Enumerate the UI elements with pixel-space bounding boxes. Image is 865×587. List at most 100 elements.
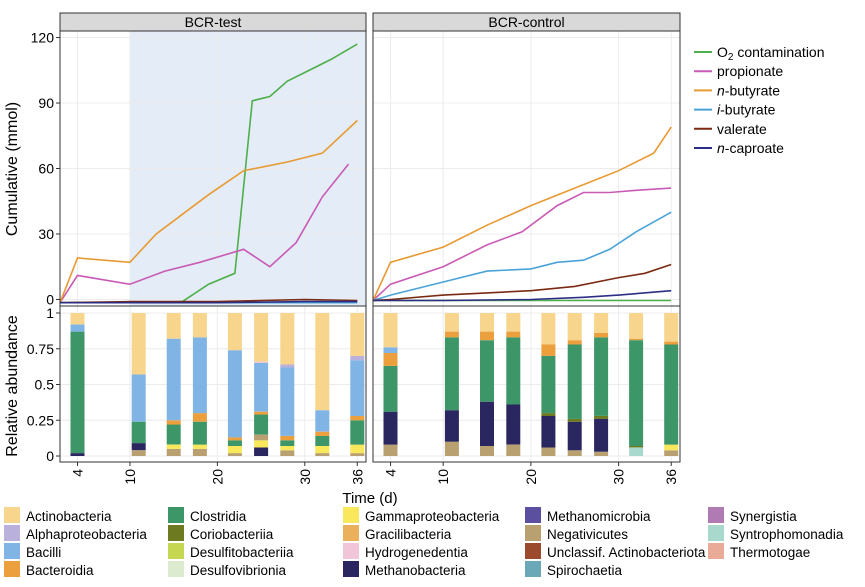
- bar-segment-control-6-4: [567, 344, 582, 419]
- bar-segment-control-6-2: [567, 421, 582, 451]
- taxa-label-2: Alphaproteobacteria: [26, 527, 147, 542]
- bar-segment-test-6-2: [254, 440, 269, 448]
- x-tick-label-test: 36: [349, 469, 365, 485]
- bar-segment-test-7-5: [280, 367, 295, 436]
- bar-segment-test-6-3: [254, 434, 269, 441]
- bar-segment-control-5-5: [541, 344, 556, 356]
- bar-segment-control-7-1: [594, 451, 609, 456]
- bar-segment-test-4-6: [192, 313, 207, 338]
- taxa-label-11: Hydrogenedentia: [365, 545, 468, 560]
- taxa-label-14: Negativicutes: [547, 527, 628, 542]
- bar-segment-control-4-4: [506, 331, 521, 338]
- taxa-swatch-8: [168, 561, 184, 577]
- bar-segment-control-7-2: [594, 418, 609, 452]
- bar-segment-control-6-6: [567, 313, 582, 341]
- series-line-control-6: [373, 289, 672, 302]
- bar-segment-control-1-6: [383, 313, 398, 348]
- bar-segment-test-5-6: [227, 313, 242, 351]
- taxa-label-5: Clostridia: [190, 509, 247, 524]
- bar-segment-control-6-3: [567, 418, 582, 422]
- y-axis-title-top: Cumulative (mmol): [4, 102, 21, 236]
- bar-segment-control-9-4: [664, 341, 679, 345]
- bar-segment-test-9-1: [350, 453, 365, 456]
- bar-segment-test-4-2: [192, 444, 207, 449]
- y-tick-label-bottom: 0: [46, 448, 54, 464]
- y-tick-label-bottom: 1: [46, 305, 54, 321]
- taxa-swatch-6: [168, 525, 184, 541]
- bar-segment-test-9-3: [350, 420, 365, 445]
- bar-segment-control-4-3: [506, 337, 521, 405]
- bar-segment-test-3-5: [166, 338, 181, 421]
- bar-segment-control-7-4: [594, 337, 609, 416]
- x-tick-label-control: 4: [383, 469, 399, 477]
- bar-segment-control-8-1: [629, 447, 644, 456]
- y-axis-title-bottom: Relative abundance: [4, 315, 21, 457]
- legend-label-3: n-butyrate: [717, 82, 780, 98]
- bar-segment-test-9-2: [350, 444, 365, 454]
- taxa-swatch-7: [168, 543, 184, 559]
- bar-segment-test-6-4: [254, 414, 269, 435]
- legend-label-5: valerate: [717, 121, 767, 137]
- bar-segment-control-8-3: [629, 340, 644, 446]
- taxa-swatch-1: [4, 507, 20, 523]
- bar-segment-control-9-5: [664, 313, 679, 342]
- bar-segment-test-7-2: [280, 446, 295, 451]
- bar-segment-test-2-3: [131, 421, 146, 444]
- bar-segment-control-4-1: [506, 444, 521, 456]
- bar-segment-control-3-5: [480, 313, 494, 332]
- bar-segment-test-8-5: [315, 410, 330, 432]
- bar-segment-test-9-7: [350, 313, 365, 356]
- bar-segment-test-2-5: [131, 313, 146, 375]
- taxa-label-6: Coriobacteriia: [190, 527, 274, 542]
- bar-segment-test-8-3: [315, 436, 330, 446]
- bar-segment-control-2-1: [444, 441, 459, 456]
- bar-segment-test-9-5: [350, 360, 365, 416]
- y-tick-label-bottom: 0.75: [27, 341, 54, 357]
- bar-segment-control-5-2: [541, 416, 556, 448]
- series-line-test-2: [59, 163, 350, 304]
- taxa-label-3: Bacilli: [26, 545, 61, 560]
- bar-segment-test-4-4: [192, 413, 207, 422]
- bar-segment-control-4-5: [506, 313, 521, 332]
- y-tick-label-top: 90: [38, 95, 54, 111]
- bar-segment-test-6-1: [254, 447, 269, 456]
- taxa-swatch-4: [4, 561, 20, 577]
- y-tick-label-top: 120: [31, 30, 55, 46]
- bar-segment-test-7-4: [280, 436, 295, 441]
- x-tick-label-test: 30: [297, 469, 313, 485]
- bar-segment-test-7-3: [280, 440, 295, 446]
- bar-segment-test-4-1: [192, 448, 207, 456]
- bar-segment-control-1-1: [383, 444, 398, 456]
- x-axis-title: Time (d): [342, 490, 397, 507]
- legend-label-4: i-butyrate: [717, 102, 776, 118]
- taxa-label-9: Gammaproteobacteria: [365, 509, 500, 524]
- bar-segment-control-9-2: [664, 444, 679, 451]
- series-line-control-3: [372, 126, 672, 301]
- taxa-label-17: Synergistia: [730, 509, 797, 524]
- bar-segment-test-1-4: [70, 313, 85, 325]
- y-tick-label-top: 0: [46, 291, 54, 307]
- taxa-swatch-5: [168, 507, 184, 523]
- bar-segment-test-7-1: [280, 450, 295, 456]
- bar-segment-test-3-2: [166, 444, 181, 449]
- taxa-swatch-14: [525, 525, 541, 541]
- bar-segment-test-5-1: [227, 453, 242, 456]
- bar-segment-test-4-3: [192, 421, 207, 445]
- taxa-label-4: Bacteroidia: [26, 563, 94, 578]
- legend-label-6: n-caproate: [717, 140, 784, 156]
- bar-segment-test-2-4: [131, 374, 146, 422]
- bar-segment-control-6-5: [567, 340, 582, 345]
- taxa-swatch-11: [343, 543, 359, 559]
- bar-segment-control-1-2: [383, 411, 398, 445]
- bar-segment-control-5-1: [541, 447, 556, 456]
- x-tick-label-control: 36: [663, 469, 679, 485]
- y-tick-label-bottom: 0.5: [35, 377, 55, 393]
- bar-segment-control-3-1: [480, 446, 494, 456]
- y-tick-label-bottom: 0.25: [27, 412, 54, 428]
- bar-segment-test-3-1: [166, 448, 181, 456]
- taxa-label-12: Methanobacteria: [365, 563, 466, 578]
- taxa-swatch-12: [343, 561, 359, 577]
- facet-label-test: BCR-test: [185, 14, 242, 30]
- bar-segment-control-1-3: [383, 365, 398, 412]
